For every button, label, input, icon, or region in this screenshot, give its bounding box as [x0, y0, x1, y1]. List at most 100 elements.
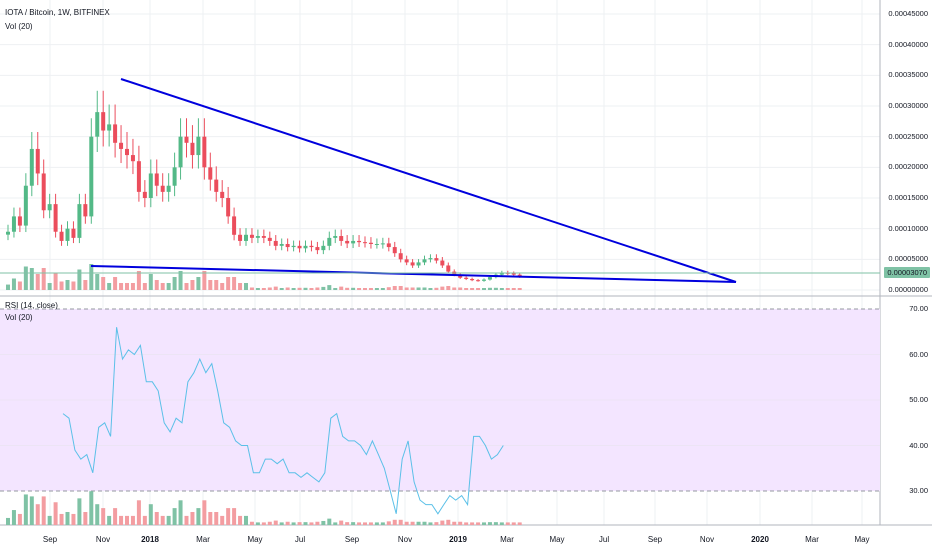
volume-bar	[470, 288, 475, 290]
rsi-volume-bar	[386, 521, 391, 525]
time-tick-label: 2019	[449, 535, 467, 544]
candle-body	[428, 258, 433, 260]
rsi-volume-bar	[410, 521, 415, 525]
volume-bar	[190, 280, 195, 290]
volume-bar	[154, 280, 159, 290]
candle-body	[458, 274, 463, 278]
candle-body	[327, 237, 332, 246]
volume-bar	[452, 287, 457, 290]
rsi-volume-bar	[505, 522, 510, 525]
candle-body	[368, 242, 373, 244]
rsi-volume-bar	[244, 515, 248, 525]
candle-body	[464, 277, 469, 279]
volume-bar	[428, 288, 433, 290]
volume-bar	[113, 277, 118, 290]
candle-body	[29, 148, 34, 186]
rsi-volume-bar	[41, 496, 46, 525]
volume-bar	[130, 283, 135, 290]
candle-body	[416, 262, 421, 266]
rsi-volume-bar	[113, 508, 118, 525]
candle-body	[279, 244, 284, 246]
volume-bar	[416, 287, 421, 290]
candle-body	[285, 244, 290, 248]
rsi-volume-bar	[220, 515, 225, 525]
volume-bar	[17, 281, 22, 290]
volume-bar	[267, 287, 272, 290]
volume-bar	[374, 288, 379, 290]
time-tick-label: Sep	[344, 535, 360, 544]
candle-body	[440, 260, 445, 266]
candle-body	[333, 236, 338, 238]
volume-bar	[71, 281, 76, 290]
candle-body	[487, 277, 492, 280]
rsi-volume-bar	[71, 513, 76, 525]
rsi-volume-bar	[333, 522, 338, 525]
candle-body	[255, 236, 260, 238]
candle-body	[351, 240, 356, 244]
rsi-volume-bar	[11, 510, 16, 525]
volume-bar	[499, 288, 504, 290]
candle-body	[202, 136, 207, 168]
rsi-indicator-label[interactable]: RSI (14, close)	[5, 301, 58, 310]
rsi-volume-bar	[226, 508, 231, 525]
candle-body	[244, 234, 248, 241]
price-tick-label: 0.00035000	[888, 70, 928, 80]
candle-body	[160, 185, 165, 192]
candle-body	[125, 148, 129, 156]
candle-body	[172, 167, 177, 186]
rsi-volume-bar	[232, 508, 237, 525]
volume-bar	[446, 286, 451, 290]
volume-bar	[95, 274, 100, 290]
rsi-volume-bar	[482, 522, 486, 525]
rsi-volume-bar	[368, 522, 373, 525]
candle-body	[422, 259, 427, 263]
candle-body	[214, 179, 219, 192]
rsi-volume-bar	[279, 522, 284, 525]
volume-bar	[77, 269, 82, 290]
volume-bar	[261, 288, 266, 290]
volume-bar	[511, 288, 516, 290]
candle-body	[154, 173, 159, 186]
price-tick-label: 0.00005000	[888, 254, 928, 264]
time-tick-label: Jul	[294, 535, 306, 544]
rsi-tick-label: 60.00	[909, 349, 928, 359]
time-tick-label: May	[549, 535, 565, 544]
volume-bar	[309, 288, 314, 290]
volume-indicator-label[interactable]: Vol (20)	[5, 22, 33, 31]
price-tick-label: 0.00000000	[888, 285, 928, 294]
volume-bar	[368, 288, 373, 290]
rsi-volume-bar	[35, 504, 40, 525]
rsi-volume-bar	[309, 522, 314, 525]
price-tick-label: 0.00020000	[888, 162, 928, 172]
candle-body	[136, 161, 141, 192]
candle-body	[47, 204, 52, 211]
candle-body	[309, 245, 314, 248]
volume-bar	[23, 266, 28, 290]
volume-bar	[166, 283, 171, 290]
rsi-volume-bar	[499, 522, 504, 525]
candle-body	[59, 231, 64, 241]
candle-body	[208, 167, 213, 180]
volume-bar	[107, 283, 112, 290]
rsi-volume-bar	[47, 515, 52, 525]
rsi-volume-bar	[267, 521, 272, 525]
rsi-volume-bar	[440, 520, 445, 525]
time-tick-label: Mar	[196, 535, 210, 544]
volume-bar	[226, 277, 231, 290]
volume-bar	[297, 287, 302, 290]
volume-bar	[238, 283, 243, 290]
rsi-volume-bar	[404, 521, 409, 525]
candle-body	[511, 273, 516, 275]
candle-body	[297, 245, 302, 249]
volume-bar	[434, 287, 439, 290]
candle-body	[273, 240, 278, 246]
volume-bar	[59, 281, 64, 290]
volume-bar	[83, 280, 88, 290]
rsi-volume-bar	[214, 512, 219, 525]
candle-body	[178, 136, 183, 168]
rsi-volume-bar	[273, 520, 278, 525]
time-tick-label: Mar	[805, 535, 819, 544]
rsi-volume-bar	[23, 494, 28, 525]
rsi-volume-label[interactable]: Vol (20)	[5, 313, 33, 322]
